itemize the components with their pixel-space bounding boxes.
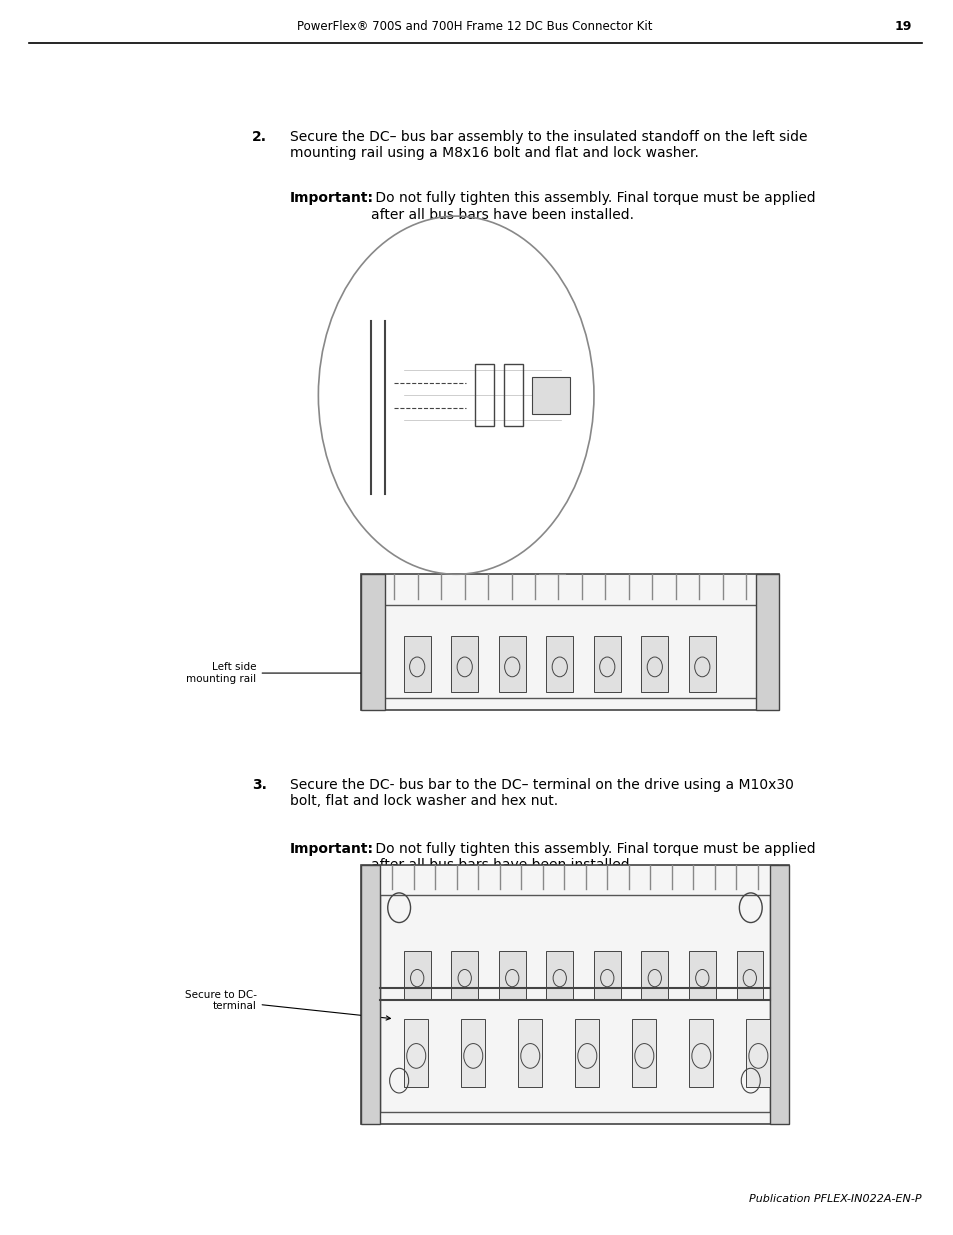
Text: Top View: Top View xyxy=(430,593,481,606)
Bar xyxy=(361,574,779,710)
Bar xyxy=(361,864,379,1124)
Text: Left side
mounting rail: Left side mounting rail xyxy=(186,662,366,684)
Bar xyxy=(736,951,762,1000)
Bar xyxy=(631,1019,655,1087)
Bar xyxy=(594,951,620,1000)
Text: Important:: Important: xyxy=(290,191,374,205)
Bar xyxy=(517,1019,541,1087)
Bar xyxy=(403,636,430,692)
Bar xyxy=(688,1019,712,1087)
Bar xyxy=(640,951,667,1000)
Bar xyxy=(460,1019,484,1087)
Bar xyxy=(361,864,788,1124)
Bar xyxy=(498,636,525,692)
Text: Do not fully tighten this assembly. Final torque must be applied
after all bus b: Do not fully tighten this assembly. Fina… xyxy=(371,191,815,221)
Text: 19: 19 xyxy=(894,20,911,33)
Bar xyxy=(403,951,430,1000)
Text: Publication PFLEX-IN022A-EN-P: Publication PFLEX-IN022A-EN-P xyxy=(748,1194,921,1204)
Text: Secure the DC- bus bar to the DC– terminal on the drive using a M10x30
bolt, fla: Secure the DC- bus bar to the DC– termin… xyxy=(290,778,793,808)
Bar xyxy=(451,636,477,692)
Bar xyxy=(503,364,522,426)
Bar xyxy=(688,636,715,692)
Text: 2.: 2. xyxy=(252,130,267,143)
Bar xyxy=(755,574,779,710)
Bar xyxy=(451,951,477,1000)
Bar xyxy=(498,951,525,1000)
Bar xyxy=(594,636,620,692)
Text: 3.: 3. xyxy=(252,778,267,792)
Text: Important:: Important: xyxy=(290,842,374,856)
Bar xyxy=(379,605,760,698)
Text: Secure the DC– bus bar assembly to the insulated standoff on the left side
mount: Secure the DC– bus bar assembly to the i… xyxy=(290,130,806,159)
Text: Secure to DC-
terminal: Secure to DC- terminal xyxy=(184,989,390,1020)
Bar xyxy=(745,1019,769,1087)
Bar xyxy=(546,636,573,692)
Bar xyxy=(575,1019,598,1087)
Bar xyxy=(361,574,384,710)
Text: PowerFlex® 700S and 700H Frame 12 DC Bus Connector Kit: PowerFlex® 700S and 700H Frame 12 DC Bus… xyxy=(297,20,652,33)
Bar xyxy=(546,951,573,1000)
Bar xyxy=(688,951,715,1000)
Bar xyxy=(403,1019,427,1087)
Text: Do not fully tighten this assembly. Final torque must be applied
after all bus b: Do not fully tighten this assembly. Fina… xyxy=(371,842,815,872)
Bar xyxy=(475,364,494,426)
Bar xyxy=(769,864,788,1124)
Bar xyxy=(379,895,769,1112)
Bar xyxy=(640,636,667,692)
Bar xyxy=(532,377,570,414)
